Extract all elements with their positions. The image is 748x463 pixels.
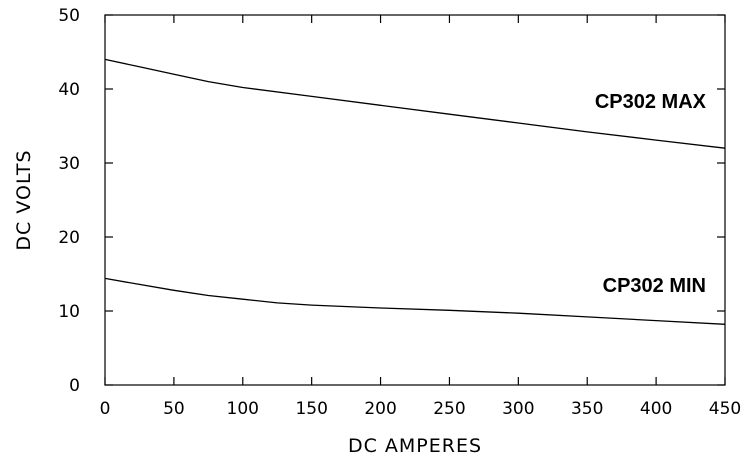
x-tick-label-0: 0 xyxy=(100,399,111,419)
y-tick-label-10: 10 xyxy=(58,302,80,322)
x-tick-label-400: 400 xyxy=(640,399,672,419)
y-tick-label-20: 20 xyxy=(58,228,80,248)
plot-frame xyxy=(104,14,726,386)
series-label-cp302-min: CP302 MIN xyxy=(603,275,706,297)
y-tick-label-0: 0 xyxy=(69,376,80,396)
series-line-0 xyxy=(104,58,726,149)
series-group xyxy=(104,58,726,325)
y-tick-label-40: 40 xyxy=(58,80,80,100)
x-tick-label-300: 300 xyxy=(502,399,534,419)
x-tick-label-450: 450 xyxy=(709,399,741,419)
x-tick-label-350: 350 xyxy=(571,399,603,419)
x-tick-label-150: 150 xyxy=(295,399,327,419)
x-tick-label-250: 250 xyxy=(433,399,465,419)
series-line-1 xyxy=(104,277,726,325)
axis-ticks xyxy=(104,14,726,386)
series-label-cp302-max: CP302 MAX xyxy=(595,91,707,113)
y-tick-label-50: 50 xyxy=(58,6,80,26)
x-tick-label-100: 100 xyxy=(227,399,259,419)
y-tick-labels: 0 10 20 30 40 50 xyxy=(58,6,80,396)
y-axis-title: DC VOLTS xyxy=(13,149,35,250)
x-tick-label-200: 200 xyxy=(364,399,396,419)
y-tick-label-30: 30 xyxy=(58,154,80,174)
x-tick-labels: 0 50 100 150 200 250 300 350 400 450 xyxy=(100,399,742,419)
x-axis-title: DC AMPERES xyxy=(348,435,482,457)
x-tick-label-50: 50 xyxy=(163,399,185,419)
